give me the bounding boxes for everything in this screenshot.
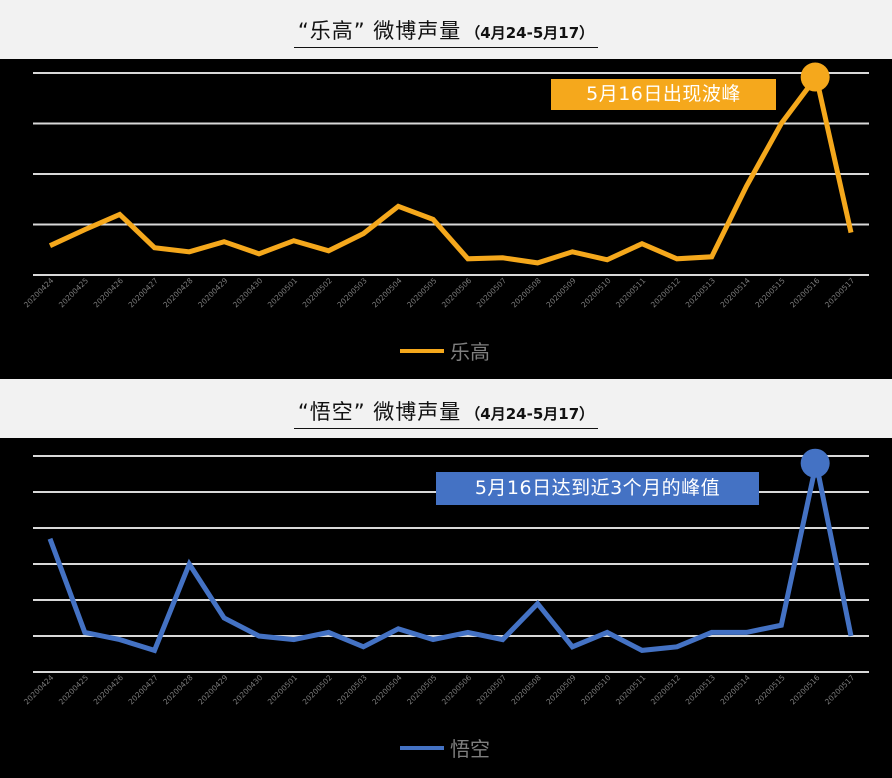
x-axis-label: 20200505 [405,276,439,310]
chart1-header: “乐高” 微博声量 （4月24-5月17） [0,0,892,59]
x-axis-label: 20200425 [57,673,91,707]
x-axis-label: 20200508 [510,673,544,707]
peak-marker-icon [800,448,830,478]
x-axis-label: 20200515 [753,276,787,310]
x-axis-label: 20200517 [823,276,857,310]
x-axis-label: 20200427 [127,276,161,310]
x-axis-label: 20200506 [440,276,474,310]
x-axis-label: 20200508 [510,276,544,310]
chart2-plot: 20200424 20200425 20200426 20200427 20200428… [22,448,869,707]
chart2-header: “悟空” 微博声量 （4月24-5月17） [0,379,892,438]
x-axis-label: 20200512 [649,276,683,310]
x-axis-label: 20200428 [161,673,195,707]
x-axis-label: 20200426 [92,673,126,707]
x-axis-label: 20200514 [719,276,753,310]
chart2-title: “悟空” 微博声量 （4月24-5月17） [0,396,892,429]
x-axis-label: 20200510 [579,276,613,310]
x-axis-label: 20200509 [544,276,578,310]
x-axis-label: 20200513 [684,673,718,707]
x-axis-label: 20200503 [335,673,369,707]
x-axis-label: 20200429 [196,673,230,707]
x-axis-label: 20200430 [231,276,265,310]
chart2-annotation: 5月16日达到近3个月的峰值 [436,472,759,505]
x-axis-label: 20200501 [266,673,300,707]
x-axis-label: 20200424 [22,276,56,310]
chart1-legend-label: 乐高 [450,340,490,364]
chart2-title-sub: （4月24-5月17） [465,405,595,423]
x-axis-label: 20200510 [579,673,613,707]
x-axis-label: 20200514 [719,673,753,707]
x-axis-label: 20200507 [475,276,509,310]
x-axis-label: 20200428 [161,276,195,310]
series-line [48,71,854,266]
chart1-legend: 乐高 [400,336,490,365]
chart1-title-sub: （4月24-5月17） [465,24,595,42]
x-axis-label: 20200516 [788,276,822,310]
chart2-legend-label: 悟空 [450,737,490,761]
x-axis-label: 20200516 [788,673,822,707]
chart1-title-main: “乐高” 微博声量 [297,19,462,43]
x-axis-label: 20200507 [475,673,509,707]
chart2-legend-swatch [400,745,444,750]
series-line [47,462,854,654]
x-axis-label: 20200513 [684,276,718,310]
x-axis-label: 20200504 [370,673,404,707]
x-axis-label: 20200504 [370,276,404,310]
x-axis-label: 20200511 [614,276,648,310]
x-axis-label: 20200501 [266,276,300,310]
x-axis-label: 20200506 [440,673,474,707]
chart1-plot: 20200424 20200425 20200426 20200427 20200428… [22,62,869,310]
chart2-legend: 悟空 [400,733,490,762]
x-axis-label: 20200517 [823,673,857,707]
x-axis-label: 20200427 [127,673,161,707]
x-axis-label: 20200502 [301,276,335,310]
x-axis-label: 20200424 [22,673,56,707]
x-axis-label: 20200512 [649,673,683,707]
x-axis-label: 20200430 [231,673,265,707]
x-axis-label: 20200429 [196,276,230,310]
x-axis-label: 20200509 [544,673,578,707]
chart1-annotation: 5月16日出现波峰 [551,79,776,110]
x-axis-label: 20200502 [301,673,335,707]
chart2-title-main: “悟空” 微博声量 [297,400,462,424]
x-axis-label: 20200426 [92,276,126,310]
chart1-title: “乐高” 微博声量 （4月24-5月17） [0,15,892,48]
x-axis-label: 20200511 [614,673,648,707]
x-axis-label: 20200515 [753,673,787,707]
x-axis-label: 20200505 [405,673,439,707]
chart1-legend-swatch [400,348,444,353]
peak-marker-icon [800,62,830,92]
x-axis-label: 20200503 [335,276,369,310]
x-axis-label: 20200425 [57,276,91,310]
